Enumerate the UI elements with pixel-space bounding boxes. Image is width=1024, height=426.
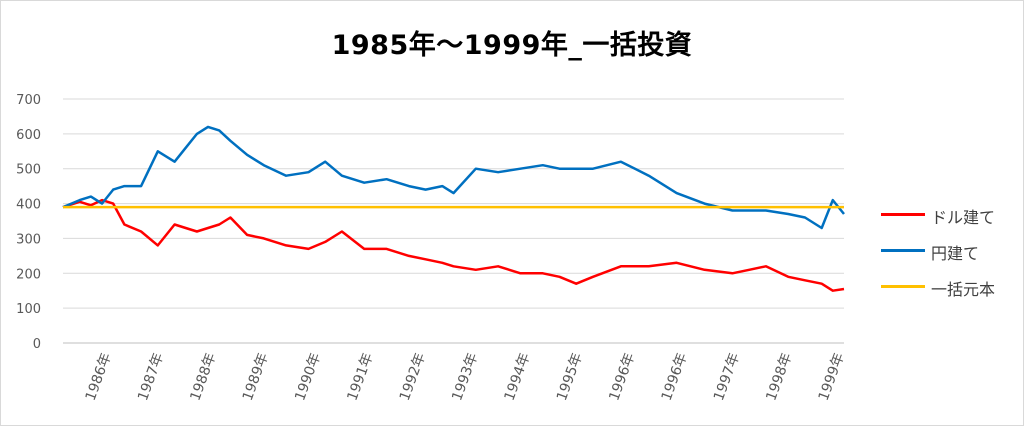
x-tick-label: 1995年	[554, 351, 586, 403]
y-tick-label: 700	[16, 93, 41, 108]
y-tick-label: 600	[16, 128, 41, 143]
y-tick-label: 400	[16, 198, 41, 213]
y-tick-label: 100	[16, 302, 41, 317]
x-tick-label: 1988年	[187, 351, 219, 403]
series-line-dollar	[62, 198, 845, 292]
y-tick-label: 500	[16, 163, 41, 178]
x-tick-label: 1996年	[659, 351, 691, 403]
y-tick-label: 300	[16, 232, 41, 247]
x-tick-label: 1996年	[606, 351, 638, 403]
x-tick-label: 1993年	[449, 351, 481, 403]
x-tick-label: 1991年	[345, 351, 377, 403]
x-tick-label: 1997年	[711, 351, 743, 403]
series-line-yen	[62, 125, 845, 230]
y-tick-label: 0	[33, 337, 41, 352]
legend-swatch-dollar	[881, 213, 925, 216]
x-tick-label: 1992年	[397, 351, 429, 403]
x-tick-label: 1990年	[292, 351, 324, 403]
y-tick-label: 200	[16, 267, 41, 282]
chart-title: 1985年～1999年_一括投資	[331, 30, 693, 61]
x-tick-label: 1987年	[135, 351, 167, 403]
x-tick-label: 1998年	[763, 351, 795, 403]
legend-label-yen: 円建て	[931, 244, 980, 263]
x-tick-label: 1986年	[83, 351, 115, 403]
legend-label-principal: 一括元本	[931, 280, 996, 299]
x-tick-label: 1989年	[240, 351, 272, 403]
x-tick-label: 1994年	[502, 351, 534, 403]
x-tick-label: 1999年	[816, 351, 848, 403]
legend-label-dollar: ドル建て	[931, 208, 996, 227]
legend-swatch-yen	[881, 249, 925, 252]
legend-swatch-principal	[881, 285, 925, 288]
